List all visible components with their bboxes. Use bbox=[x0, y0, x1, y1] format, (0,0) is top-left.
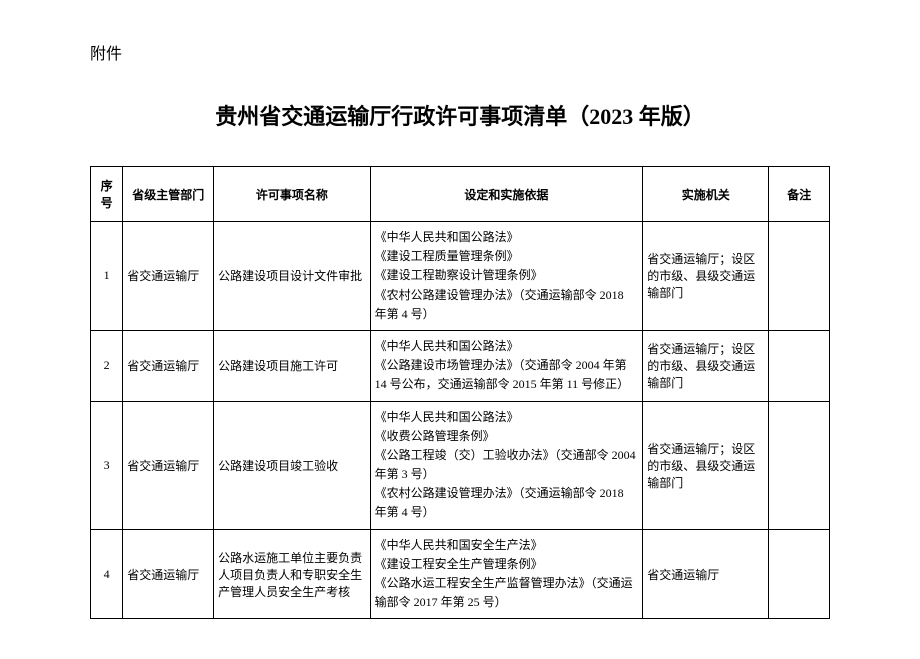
cell-seq: 2 bbox=[91, 330, 123, 401]
cell-remark bbox=[769, 529, 830, 619]
col-header-remark: 备注 bbox=[769, 167, 830, 222]
cell-remark bbox=[769, 401, 830, 529]
cell-agency: 省交通运输厅；设区的市级、县级交通运输部门 bbox=[643, 222, 769, 331]
cell-item: 公路建设项目设计文件审批 bbox=[214, 222, 370, 331]
cell-agency: 省交通运输厅 bbox=[643, 529, 769, 619]
table-row: 1 省交通运输厅 公路建设项目设计文件审批 《中华人民共和国公路法》《建设工程质… bbox=[91, 222, 830, 331]
attachment-label: 附件 bbox=[90, 40, 830, 64]
cell-remark bbox=[769, 222, 830, 331]
permit-table: 序号 省级主管部门 许可事项名称 设定和实施依据 实施机关 备注 1 省交通运输… bbox=[90, 166, 830, 619]
cell-basis: 《中华人民共和国安全生产法》《建设工程安全生产管理条例》《公路水运工程安全生产监… bbox=[370, 529, 643, 619]
cell-seq: 4 bbox=[91, 529, 123, 619]
cell-dept: 省交通运输厅 bbox=[123, 529, 214, 619]
col-header-dept: 省级主管部门 bbox=[123, 167, 214, 222]
cell-seq: 3 bbox=[91, 401, 123, 529]
cell-agency: 省交通运输厅；设区的市级、县级交通运输部门 bbox=[643, 330, 769, 401]
col-header-basis: 设定和实施依据 bbox=[370, 167, 643, 222]
table-row: 3 省交通运输厅 公路建设项目竣工验收 《中华人民共和国公路法》《收费公路管理条… bbox=[91, 401, 830, 529]
table-row: 2 省交通运输厅 公路建设项目施工许可 《中华人民共和国公路法》《公路建设市场管… bbox=[91, 330, 830, 401]
cell-item: 公路建设项目施工许可 bbox=[214, 330, 370, 401]
cell-item: 公路水运施工单位主要负责人项目负责人和专职安全生产管理人员安全生产考核 bbox=[214, 529, 370, 619]
table-header-row: 序号 省级主管部门 许可事项名称 设定和实施依据 实施机关 备注 bbox=[91, 167, 830, 222]
cell-basis: 《中华人民共和国公路法》《公路建设市场管理办法》（交通部令 2004 年第 14… bbox=[370, 330, 643, 401]
cell-seq: 1 bbox=[91, 222, 123, 331]
col-header-seq: 序号 bbox=[91, 167, 123, 222]
cell-dept: 省交通运输厅 bbox=[123, 222, 214, 331]
col-header-agency: 实施机关 bbox=[643, 167, 769, 222]
cell-basis: 《中华人民共和国公路法》《收费公路管理条例》《公路工程竣（交）工验收办法》（交通… bbox=[370, 401, 643, 529]
cell-item: 公路建设项目竣工验收 bbox=[214, 401, 370, 529]
page-title: 贵州省交通运输厅行政许可事项清单（2023 年版） bbox=[90, 99, 830, 131]
cell-remark bbox=[769, 330, 830, 401]
col-header-item: 许可事项名称 bbox=[214, 167, 370, 222]
table-row: 4 省交通运输厅 公路水运施工单位主要负责人项目负责人和专职安全生产管理人员安全… bbox=[91, 529, 830, 619]
cell-agency: 省交通运输厅；设区的市级、县级交通运输部门 bbox=[643, 401, 769, 529]
cell-basis: 《中华人民共和国公路法》《建设工程质量管理条例》《建设工程勘察设计管理条例》《农… bbox=[370, 222, 643, 331]
cell-dept: 省交通运输厅 bbox=[123, 401, 214, 529]
cell-dept: 省交通运输厅 bbox=[123, 330, 214, 401]
